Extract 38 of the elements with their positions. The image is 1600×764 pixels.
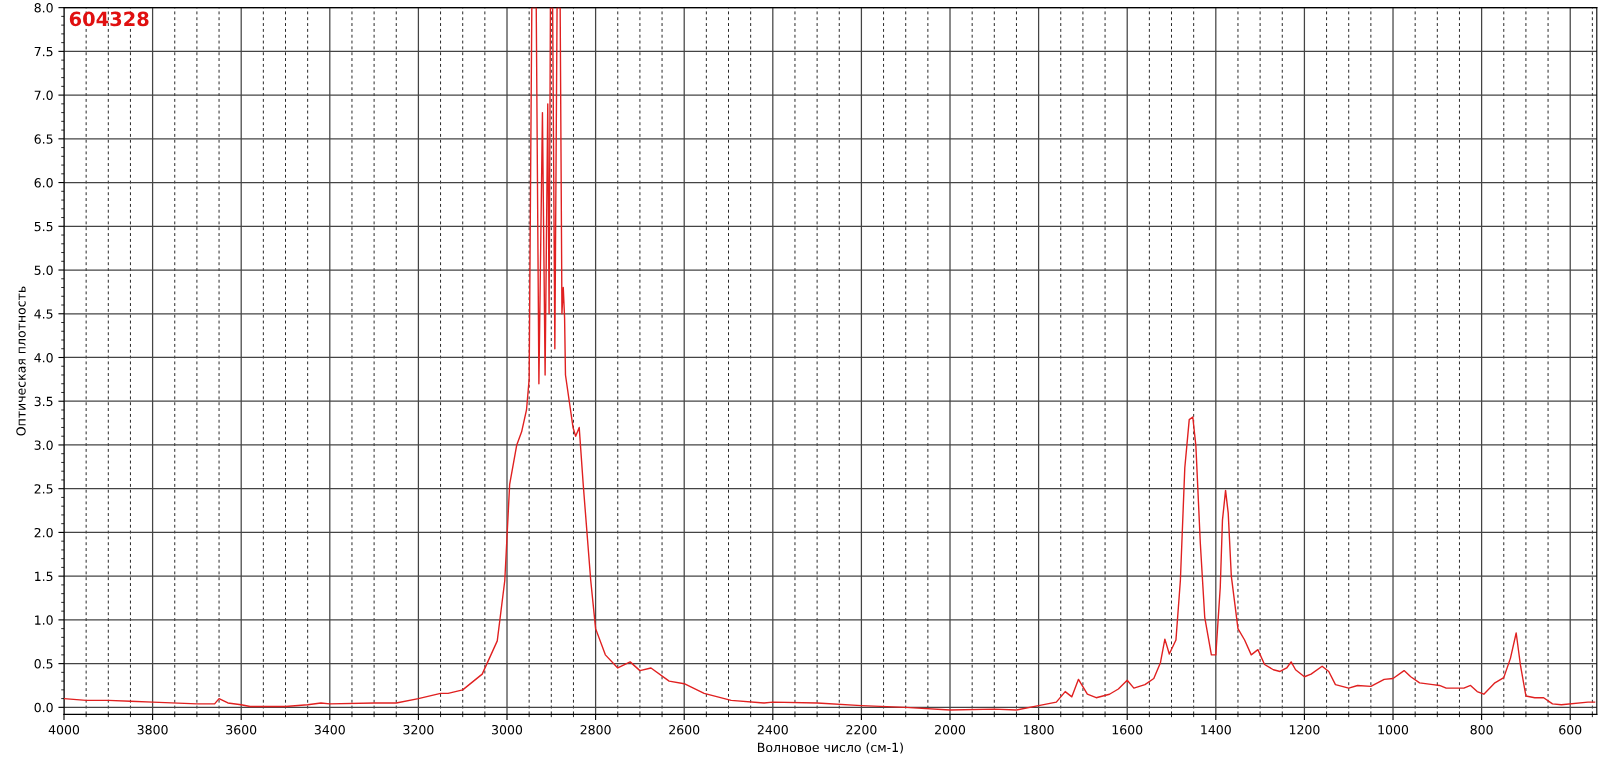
x-tick-label: 3800 <box>137 724 168 735</box>
y-tick-label: 3.0 <box>34 440 53 450</box>
y-tick-label: 5.5 <box>34 221 53 232</box>
y-tick-label: 8.0 <box>34 3 53 13</box>
x-axis-title: Волновое число (см-1) <box>758 742 903 754</box>
y-tick-label: 6.5 <box>34 134 53 144</box>
y-tick-label: 7.5 <box>34 47 53 57</box>
x-tick-label: 1800 <box>1024 724 1054 735</box>
x-tick-label: 3000 <box>492 724 523 735</box>
x-tick-label: 3400 <box>314 724 345 735</box>
y-tick-label: 3.5 <box>34 396 53 407</box>
x-tick-label: 3200 <box>403 724 434 735</box>
y-tick-label: 0.5 <box>34 659 53 669</box>
x-tick-label: 1200 <box>1289 724 1320 735</box>
y-axis-title: Оптическая плотность <box>16 286 26 436</box>
y-tick-label: 4.0 <box>34 352 53 363</box>
x-tick-label: 2400 <box>757 724 788 735</box>
x-tick-label: 1600 <box>1112 724 1143 735</box>
x-tick-label: 600 <box>1559 724 1582 735</box>
x-tick-label: 4000 <box>48 724 80 735</box>
x-tick-label: 2000 <box>935 724 966 735</box>
y-tick-label: 6.0 <box>34 178 53 188</box>
y-tick-label: 7.0 <box>34 90 53 101</box>
annotation: 604328 <box>69 11 149 27</box>
y-tick-label: 1.5 <box>35 571 53 582</box>
x-tick-label: 2200 <box>846 724 877 735</box>
x-tick-label: 3600 <box>226 724 257 735</box>
y-tick-label: 2.5 <box>34 484 53 494</box>
y-tick-label: 2.0 <box>34 527 53 538</box>
x-tick-label: 1400 <box>1201 724 1231 735</box>
y-tick-label: 0.0 <box>34 702 53 713</box>
x-tick-label: 1000 <box>1378 724 1409 735</box>
y-tick-label: 1.0 <box>35 615 53 625</box>
x-tick-label: 2600 <box>669 724 700 735</box>
x-tick-label: 800 <box>1470 724 1493 735</box>
y-tick-label: 5.0 <box>34 265 53 275</box>
x-tick-label: 2800 <box>580 724 611 735</box>
y-tick-label: 4.5 <box>34 309 53 319</box>
